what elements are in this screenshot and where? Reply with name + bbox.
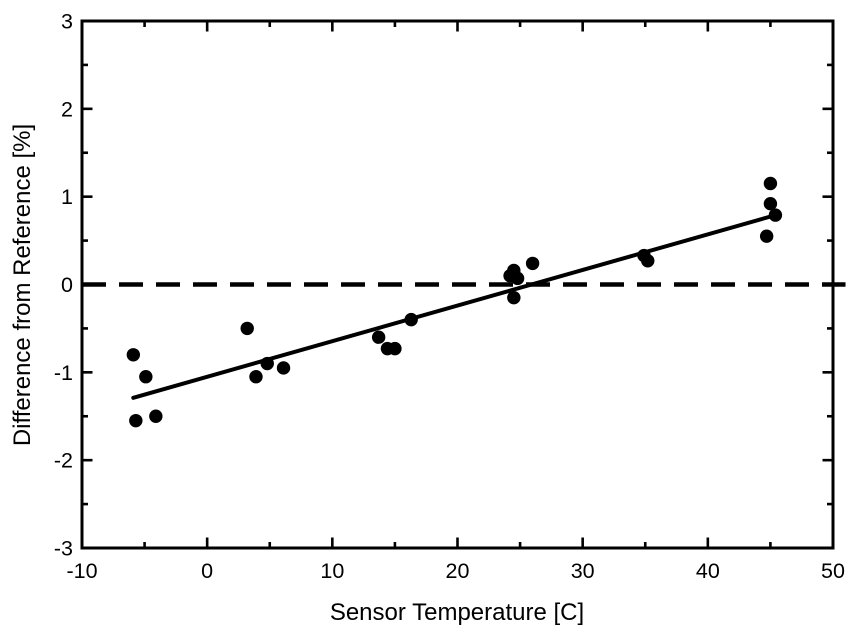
data-point [763,176,778,191]
x-tick-label: 0 [201,559,213,583]
data-point [763,196,778,211]
y-tick-label: 3 [61,10,73,34]
data-point [641,254,655,268]
x-axis-title: Sensor Temperature [C] [330,599,584,626]
data-point [371,330,386,344]
data-point [404,312,418,327]
y-tick-label: -2 [54,449,73,473]
x-tick-label: 10 [320,559,344,583]
data-point [139,370,153,384]
data-point [129,413,143,428]
data-point [149,409,163,423]
data-point [510,271,525,286]
y-tick-label: -1 [54,361,73,385]
x-tick-label: 20 [446,559,470,583]
y-tick-label: 2 [61,97,73,121]
data-point [249,370,263,384]
fit-line [131,213,778,400]
y-tick-label: 0 [61,273,73,297]
x-tick-label: -10 [66,559,97,583]
data-point [388,341,402,356]
data-point [276,361,291,375]
data-point [507,290,521,305]
y-tick-label: 1 [61,185,73,209]
x-tick-label: 40 [696,559,720,583]
x-tick-label: 30 [571,559,595,583]
y-tick-label: -3 [54,537,73,561]
x-tick-label: 50 [821,559,845,583]
data-point [768,208,783,222]
data-point [240,321,254,336]
data-point [260,356,274,371]
y-axis-title: Difference from Reference [%] [9,124,36,446]
data-point [525,256,540,271]
data-point [759,229,774,243]
data-point [126,348,141,362]
